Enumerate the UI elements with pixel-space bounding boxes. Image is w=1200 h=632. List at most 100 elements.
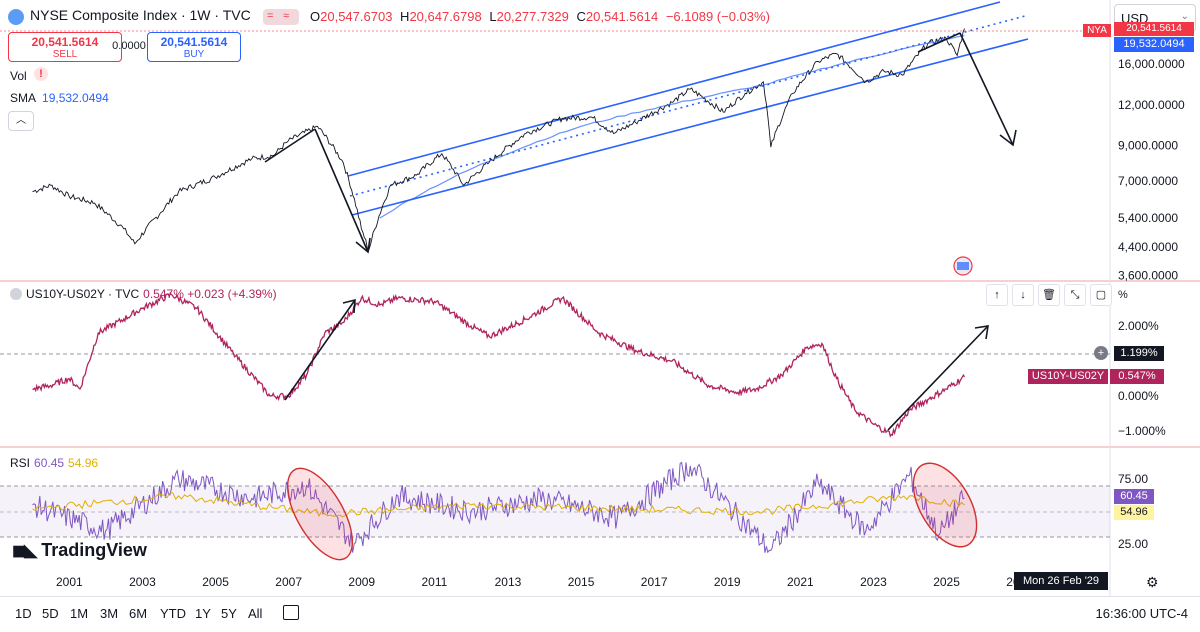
sma-series [379, 35, 965, 219]
sma-legend[interactable]: SMA 19,532.0494 [10, 91, 109, 105]
compare-toggle-icon[interactable]: = ≈ [263, 9, 299, 25]
clock-readout[interactable]: 16:36:00 UTC-4 [1095, 606, 1189, 621]
rsi-legend[interactable]: RSI 60.45 54.96 [10, 456, 99, 470]
rsi-tick-label: 25.00 [1118, 537, 1148, 551]
time-tick-label: 2019 [714, 575, 741, 589]
spread-series [32, 291, 966, 438]
last-price-tag: 20,541.5614 [1114, 22, 1194, 36]
volume-legend[interactable]: Vol [10, 69, 27, 83]
collapse-legend-icon[interactable]: ︿ [8, 111, 34, 131]
rsi-ma-line [32, 492, 965, 518]
time-tick-label: 2005 [202, 575, 229, 589]
rsi-value-tag: 60.45 [1114, 489, 1154, 504]
time-tick-label: 2001 [56, 575, 83, 589]
timeframe-6m[interactable]: 6M [129, 606, 148, 621]
time-tick-label: 2009 [348, 575, 375, 589]
timeframe-1y[interactable]: 1Y [195, 606, 211, 621]
gear-icon[interactable]: ⚙ [1146, 574, 1159, 590]
arrow-spread-rise-2024 [887, 325, 989, 431]
rsi-value: 60.45 [34, 456, 65, 470]
rsi-ma-series [32, 492, 965, 518]
arrowhead-spread-2007 [342, 298, 356, 314]
move-up-icon[interactable]: ↑ [986, 284, 1008, 306]
rsi-ellipse-2024 [912, 462, 978, 548]
delete-icon[interactable]: 🗑 [1038, 284, 1060, 306]
add-plus-icon[interactable]: + [1094, 346, 1108, 360]
tradingview-logo: ◼◣ TradingView [12, 540, 147, 560]
spread-legend[interactable]: US10Y-US02Y · TVC 0.547% +0.023 (+4.39%) [10, 287, 277, 301]
warning-icon[interactable]: ! [34, 67, 48, 81]
chart-title[interactable]: NYSE Composite Index · 1W · TVC [30, 7, 251, 23]
rsi-ellipse-2008 [286, 467, 354, 561]
time-tick-label: 2017 [641, 575, 668, 589]
bottom-toolbar: 1D 5D 1M 3M 6M YTD 1Y 5Y All 16:36:00 UT… [0, 596, 1200, 632]
pane-toolbar: ↑ ↓ 🗑 ⤡ ▢ [986, 284, 1116, 306]
symbol-logo-icon [8, 9, 24, 25]
timeframe-ytd[interactable]: YTD [160, 606, 186, 621]
timeframe-all[interactable]: All [248, 606, 263, 621]
symbol-badge: NYA [1083, 24, 1111, 37]
timeframe-1m[interactable]: 1M [70, 606, 89, 621]
arrow-projected-drop [959, 32, 1014, 146]
sell-button[interactable]: 20,541.5614 SELL [8, 32, 122, 62]
spread-name-tag: US10Y-US02Y [1028, 369, 1108, 384]
high-value: 20,647.6798 [409, 9, 482, 24]
sma-line [379, 35, 965, 219]
price-tick-label: 3,600.0000 [1118, 268, 1178, 282]
timeframe-5y[interactable]: 5Y [221, 606, 237, 621]
channel-upper [347, 1, 1001, 177]
time-tick-label: 2013 [495, 575, 522, 589]
arrow-pre-2008-trend [264, 128, 316, 163]
time-tick-label: 2021 [787, 575, 814, 589]
rsi-series [32, 461, 965, 554]
spread-y-axis: 2.000% 0.000% −1.000% [1118, 319, 1166, 438]
calendar-icon[interactable] [283, 605, 299, 620]
spread-value-tag: 0.547% [1110, 369, 1164, 384]
time-tick-label: 2023 [860, 575, 887, 589]
channel-mid [349, 15, 1026, 197]
arrow-recent-trend [917, 32, 961, 53]
timeframe-5d[interactable]: 5D [42, 606, 59, 621]
price-tick-label: 9,000.0000 [1118, 139, 1178, 153]
spread-tick-label: −1.000% [1118, 424, 1166, 438]
symbol-icon [10, 288, 22, 300]
rsi-ma-value: 54.96 [68, 456, 99, 470]
arrow-2008-drop [314, 128, 369, 253]
time-tick-label: 2015 [568, 575, 595, 589]
collapse-pane-icon[interactable]: ⤡ [1064, 284, 1086, 306]
arrowhead-projected-drop [999, 129, 1017, 147]
crosshair-value-tag: 1.199% [1114, 346, 1164, 361]
price-tick-label: 4,400.0000 [1118, 240, 1178, 254]
maximize-pane-icon[interactable]: ▢ [1090, 284, 1112, 306]
spread-tick-label: 0.000% [1118, 389, 1159, 403]
annotation-arrows [264, 32, 1017, 431]
time-tick-label: 2011 [422, 575, 448, 589]
timeframe-1d[interactable]: 1D [15, 606, 32, 621]
tradingview-logo-icon: ◼◣ [12, 541, 37, 560]
arrowhead-spread-2024 [974, 325, 989, 340]
bid-ask-spread: 0.0000 [112, 40, 146, 52]
crosshair-date-tag: Mon 26 Feb '29 [1014, 572, 1108, 590]
time-tick-label: 2003 [129, 575, 156, 589]
price-series [32, 28, 965, 252]
price-tick-label: 5,400.0000 [1118, 211, 1178, 225]
rsi-ma-value-tag: 54.96 [1114, 505, 1154, 520]
price-tick-label: 12,000.0000 [1118, 98, 1185, 112]
buy-button[interactable]: 20,541.5614 BUY [147, 32, 241, 62]
timeframe-3m[interactable]: 3M [100, 606, 119, 621]
sma-price-tag: 19,532.0494 [1114, 37, 1194, 52]
rsi-line [32, 461, 965, 554]
percent-scale-label[interactable]: % [1118, 289, 1128, 301]
arrowhead-2008-drop [355, 237, 371, 254]
spread-tick-label: 2.000% [1118, 319, 1159, 333]
change-value: −6.1089 (−0.03%) [665, 9, 770, 24]
price-y-axis: 3,600.0000 4,400.0000 5,400.0000 7,000.0000… [1118, 57, 1185, 282]
low-value: 20,277.7329 [496, 9, 569, 24]
sell-label: SELL [52, 49, 78, 60]
channel-lower [351, 38, 1029, 216]
move-down-icon[interactable]: ↓ [1012, 284, 1034, 306]
time-axis: 2001 2003 2005 2007 2009 2011 2013 2015 2017 2019… [56, 575, 1020, 589]
open-value: 20,547.6703 [320, 9, 393, 24]
time-tick-label: 2007 [275, 575, 302, 589]
